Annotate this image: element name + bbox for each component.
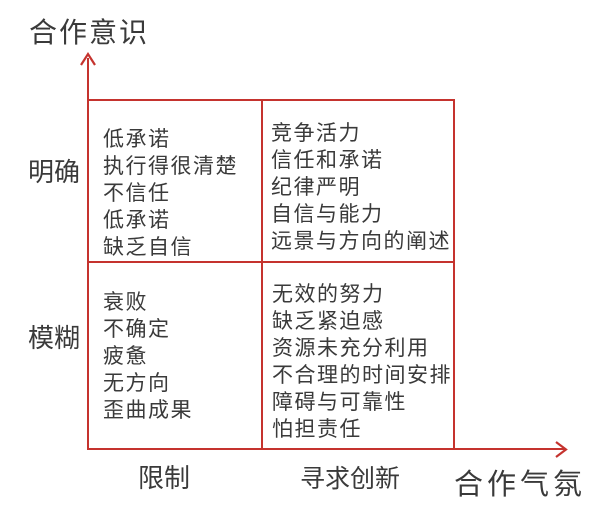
y-tick-label-vague: 模糊	[28, 324, 81, 353]
y-axis-line	[87, 58, 89, 450]
quadrant-line: 缺乏紧迫感	[272, 309, 385, 333]
quadrant-line: 怕担责任	[272, 417, 362, 441]
grid-right-border	[453, 99, 455, 450]
grid-middle-vertical-divider	[261, 99, 263, 450]
quadrant-line: 竞争活力	[271, 121, 361, 145]
quadrant-line: 远景与方向的阐述	[271, 229, 451, 253]
quadrant-top-right: 竞争活力 信任和承诺 纪律严明 自信与能力 远景与方向的阐述	[271, 120, 451, 255]
x-tick-label-restrict: 限制	[138, 464, 191, 493]
quadrant-line: 无效的努力	[272, 282, 385, 306]
quadrant-line: 缺乏自信	[103, 235, 193, 259]
quadrant-bottom-left: 衰败 不确定 疲惫 无方向 歪曲成果	[103, 289, 193, 424]
quadrant-top-left: 低承诺 执行得很清楚 不信任 低承诺 缺乏自信	[103, 126, 238, 261]
quadrant-line: 疲惫	[103, 344, 148, 368]
quadrant-line: 信任和承诺	[271, 148, 384, 172]
quadrant-line: 不合理的时间安排	[272, 363, 452, 387]
quadrant-line: 不确定	[103, 317, 171, 341]
grid-middle-horizontal-divider	[87, 261, 455, 263]
quadrant-line: 无方向	[103, 371, 171, 395]
x-axis-title: 合作气氛	[454, 469, 587, 501]
quadrant-bottom-right: 无效的努力 缺乏紧迫感 资源未充分利用 不合理的时间安排 障碍与可靠性 怕担责任	[272, 281, 452, 443]
x-tick-label-innovate: 寻求创新	[300, 466, 401, 493]
quadrant-line: 歪曲成果	[103, 398, 193, 422]
y-axis-up-arrowhead-icon	[80, 51, 96, 66]
quadrant-line: 不信任	[103, 181, 171, 205]
y-tick-label-clear: 明确	[28, 158, 81, 187]
x-axis-line	[87, 448, 566, 450]
quadrant-line: 自信与能力	[271, 202, 384, 226]
quadrant-line: 纪律严明	[271, 175, 361, 199]
quadrant-line: 障碍与可靠性	[272, 390, 407, 414]
quadrant-line: 资源未充分利用	[272, 336, 430, 360]
quadrant-line: 低承诺	[103, 208, 171, 232]
quadrant-line: 执行得很清楚	[103, 154, 238, 178]
quadrant-line: 衰败	[103, 290, 148, 314]
quadrant-line: 低承诺	[103, 127, 171, 151]
x-axis-right-arrowhead-icon	[555, 441, 568, 458]
y-axis-title: 合作意识	[29, 18, 150, 49]
grid-top-border	[87, 99, 455, 101]
